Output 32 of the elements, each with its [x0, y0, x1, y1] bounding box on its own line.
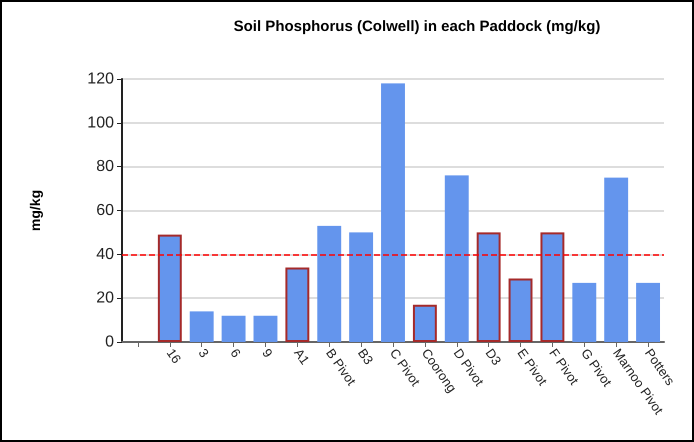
y-tick-label: 60	[96, 202, 114, 219]
x-tick-label: 9	[259, 346, 276, 360]
bar	[254, 316, 278, 342]
bar	[222, 316, 246, 342]
x-tick-label: A1	[291, 346, 313, 368]
y-tick-label: 20	[96, 290, 114, 307]
y-tick-label: 100	[87, 114, 114, 132]
bar	[317, 226, 342, 342]
y-tick-label: 80	[96, 158, 114, 176]
x-tick-label: D3	[482, 346, 504, 368]
x-tick-label: 3	[196, 346, 212, 360]
bar	[381, 83, 405, 342]
bar	[572, 282, 596, 342]
bar	[190, 311, 214, 342]
x-tick-label: 6	[227, 346, 244, 360]
y-tick-label: 40	[96, 246, 114, 263]
bar	[476, 232, 501, 342]
bar	[540, 232, 564, 342]
x-tick-label: B3	[354, 346, 376, 368]
bar	[158, 234, 182, 342]
bar	[508, 278, 532, 342]
x-tick-label: 16	[164, 346, 184, 366]
y-axis-title: mg/kg	[27, 190, 43, 232]
bar	[636, 282, 660, 342]
bar	[444, 175, 469, 342]
bar	[604, 178, 628, 342]
bar	[285, 267, 310, 342]
y-tick-label: 120	[87, 70, 114, 88]
bar	[349, 232, 374, 342]
bar	[412, 304, 437, 342]
chart-title: Soil Phosphorus (Colwell) in each Paddock (mg/kg)	[234, 18, 600, 35]
y-tick-label: 0	[105, 334, 114, 350]
